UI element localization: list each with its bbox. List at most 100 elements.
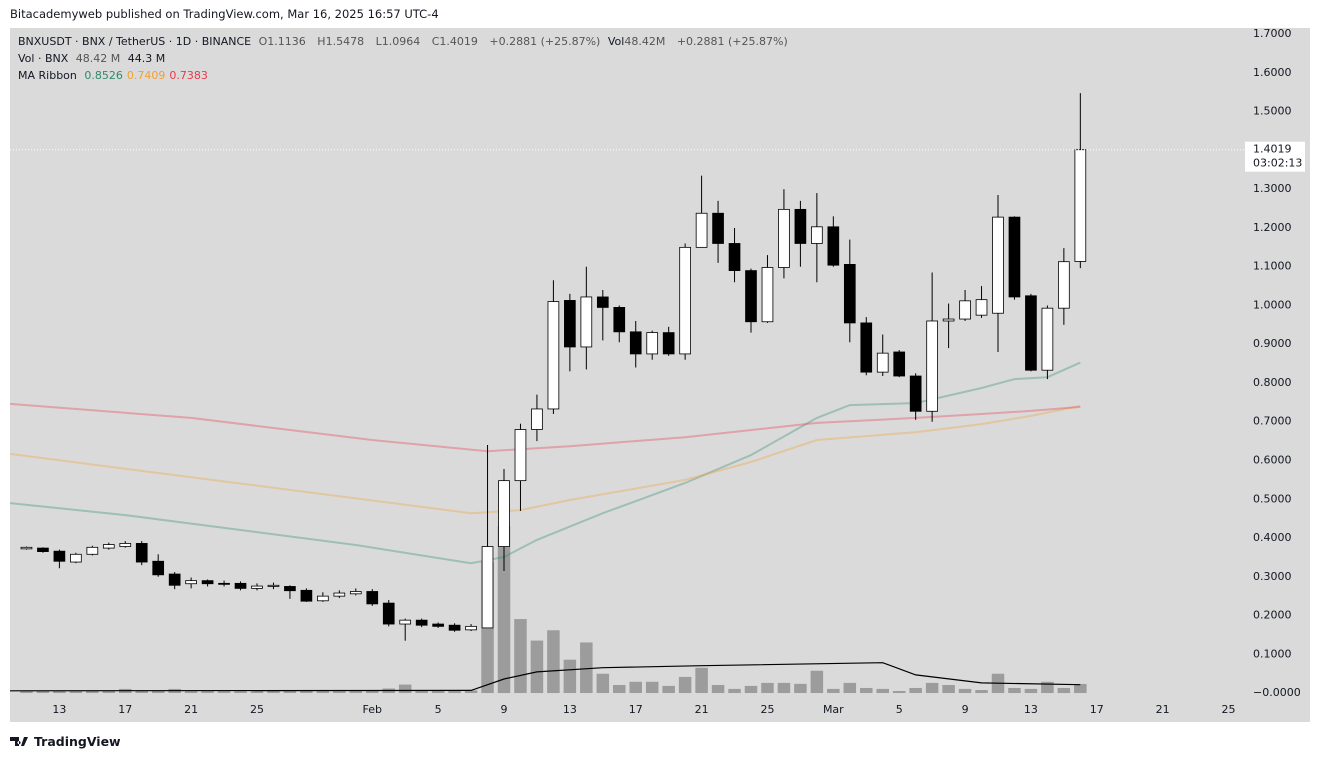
- volume-bar: [1024, 688, 1038, 694]
- volume-bar: [711, 684, 725, 694]
- volume-bar: [547, 630, 560, 694]
- x-tick-label: 21: [1156, 703, 1170, 716]
- l-value: 1.0964: [381, 35, 421, 48]
- y-tick-label: 1.6000: [1253, 66, 1292, 79]
- volume-bar: [645, 681, 659, 694]
- x-tick-label: 13: [563, 703, 577, 716]
- volume-bar: [892, 690, 906, 694]
- volume-bar: [431, 690, 445, 694]
- o-label: O: [258, 35, 268, 48]
- candle-body: [119, 543, 132, 547]
- candle-body: [679, 246, 691, 355]
- volume-bar: [267, 690, 280, 694]
- candle-body: [728, 243, 741, 272]
- candle-body: [399, 619, 412, 625]
- vol-indicator: Vol · BNX: [18, 52, 69, 65]
- candle-body: [102, 544, 115, 549]
- candle-body: [1008, 216, 1021, 298]
- volume-bar: [497, 526, 511, 694]
- volume-bar: [333, 691, 346, 694]
- volume-bar: [678, 676, 692, 694]
- y-tick-label: 0.5000: [1253, 492, 1292, 505]
- h-label: H: [317, 35, 326, 48]
- volume-row: Vol · BNX 48.42 M 44.3 M: [18, 50, 792, 67]
- candle-body: [20, 546, 33, 550]
- x-tick-label: 25: [760, 703, 774, 716]
- candle-body: [547, 301, 560, 410]
- candle-body: [613, 307, 626, 333]
- candle-body: [300, 589, 313, 602]
- volume-bar: [69, 691, 83, 694]
- candle-body: [1058, 261, 1070, 309]
- ohlc-o: O1.1136: [259, 35, 310, 48]
- x-tick-label: 13: [52, 703, 66, 716]
- y-tick-label: −0.0000: [1253, 686, 1301, 699]
- candle-body: [1025, 295, 1037, 371]
- candle-body: [975, 299, 988, 316]
- y-tick-label: 0.1000: [1253, 647, 1292, 660]
- volume-bar: [925, 682, 939, 694]
- volume-bar: [860, 687, 873, 694]
- volume-bar: [843, 682, 857, 694]
- candle-body: [70, 553, 82, 563]
- candle-body: [926, 320, 938, 412]
- candle-body: [959, 300, 971, 320]
- o-value: 1.1136: [267, 35, 306, 48]
- x-tick-label: 21: [184, 703, 198, 716]
- candle-body: [465, 625, 477, 631]
- candle-body: [827, 226, 840, 266]
- candle-body: [135, 543, 148, 563]
- volume-bar: [283, 690, 297, 694]
- change: +0.2881 (+25.87%): [489, 35, 601, 48]
- h-value: 1.5478: [325, 35, 365, 48]
- volume-bar: [234, 691, 247, 694]
- candle-body: [909, 375, 922, 412]
- candle-body: [992, 216, 1004, 314]
- volume-bar: [695, 667, 708, 694]
- volume-bar: [563, 659, 577, 694]
- volume-bar: [942, 684, 955, 694]
- vol-label: Vol: [607, 35, 625, 48]
- y-tick-label: 1.5000: [1253, 105, 1292, 118]
- candle-body: [778, 208, 790, 268]
- volume-bar: [102, 690, 116, 694]
- volume-bar: [876, 688, 889, 694]
- candle-body: [794, 208, 807, 244]
- candle-body: [893, 351, 906, 377]
- ohlc-c: C1.4019: [432, 35, 482, 48]
- y-tick-label: 1.3000: [1253, 182, 1292, 195]
- volume-bar: [316, 691, 330, 694]
- volume-bar: [250, 691, 264, 694]
- volume-bar: [20, 691, 33, 694]
- volume-bar: [728, 688, 741, 694]
- ohlc-l: L1.0964: [376, 35, 425, 48]
- volume-bar: [300, 690, 313, 694]
- candle-body: [267, 584, 280, 587]
- vol-indicator-ma: 44.3 M: [127, 52, 166, 65]
- volume-bar: [530, 640, 544, 694]
- candle-body: [152, 560, 165, 576]
- y-tick-label: 0.9000: [1253, 337, 1292, 350]
- ma-label: MA Ribbon: [18, 69, 77, 82]
- x-tick-label: 9: [501, 703, 508, 716]
- volume-bar: [366, 690, 379, 694]
- volume-bar: [975, 690, 988, 694]
- volume-bar: [1074, 683, 1087, 694]
- candle-body: [811, 226, 823, 244]
- attribution: Bitacademyweb published on TradingView.c…: [10, 7, 439, 21]
- vol-value: 48.42M: [624, 35, 666, 48]
- volume-bar: [448, 690, 461, 694]
- volume-bar: [794, 683, 807, 694]
- volume-bar: [777, 682, 791, 694]
- y-tick-label: 1.2000: [1253, 221, 1292, 234]
- volume-bar: [662, 685, 675, 694]
- ma-ribbon-line: [10, 361, 1081, 565]
- candle-body: [580, 296, 593, 348]
- price-tag-value: 1.4019: [1253, 143, 1292, 156]
- volume-bar: [580, 642, 593, 694]
- volume-bar: [349, 691, 363, 694]
- chart-background: [10, 28, 1310, 722]
- symbol-row: BNXUSDT · BNX / TetherUS · 1D · BINANCE …: [18, 33, 792, 50]
- candle-body: [86, 546, 99, 555]
- volume-bar: [1041, 681, 1054, 694]
